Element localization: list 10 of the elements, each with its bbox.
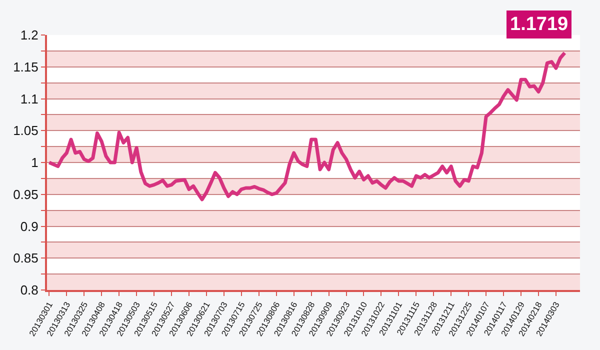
y-tick-label: 0.9 — [20, 218, 38, 234]
y-tick-label: 1.05 — [13, 123, 38, 138]
y-tick-label: 0.8 — [20, 282, 38, 298]
y-tick-label: 1.1 — [20, 91, 38, 106]
y-tick-label: 0.85 — [13, 250, 38, 266]
y-tick-label: 1 — [31, 155, 38, 170]
y-tick-label: 1.2 — [20, 28, 38, 43]
y-tick-label: 1.15 — [13, 59, 38, 74]
text: 1.1719 — [510, 14, 568, 35]
y-tick-label: 0.95 — [13, 186, 38, 202]
